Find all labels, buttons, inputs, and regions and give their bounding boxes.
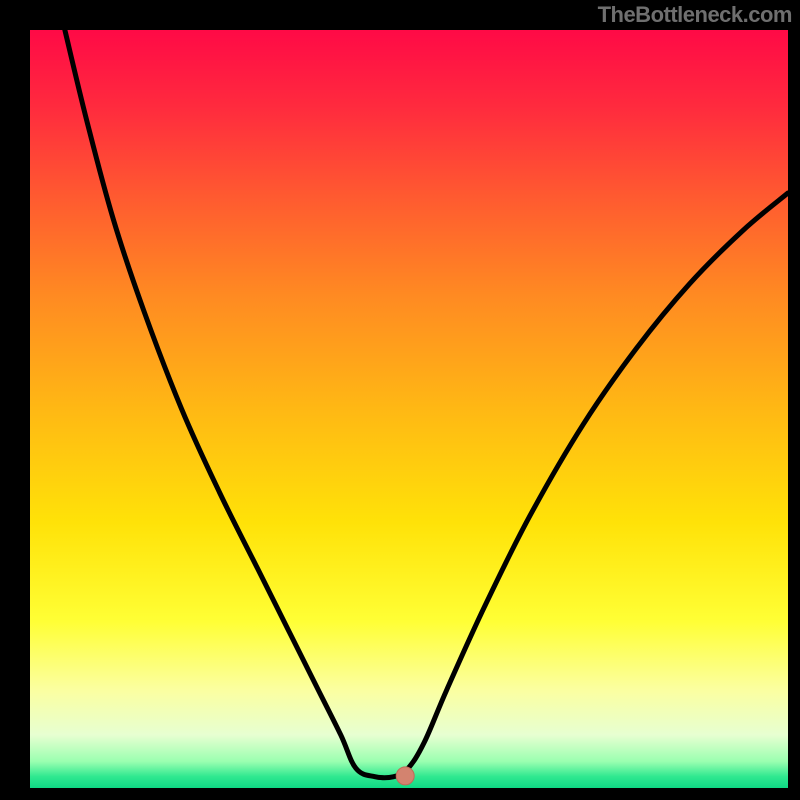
watermark-text: TheBottleneck.com [598, 2, 792, 28]
plot-background [30, 30, 788, 788]
chart-container: { "watermark": { "text": "TheBottleneck.… [0, 0, 800, 800]
optimal-point-marker [396, 767, 414, 785]
bottleneck-curve-chart [0, 0, 800, 800]
